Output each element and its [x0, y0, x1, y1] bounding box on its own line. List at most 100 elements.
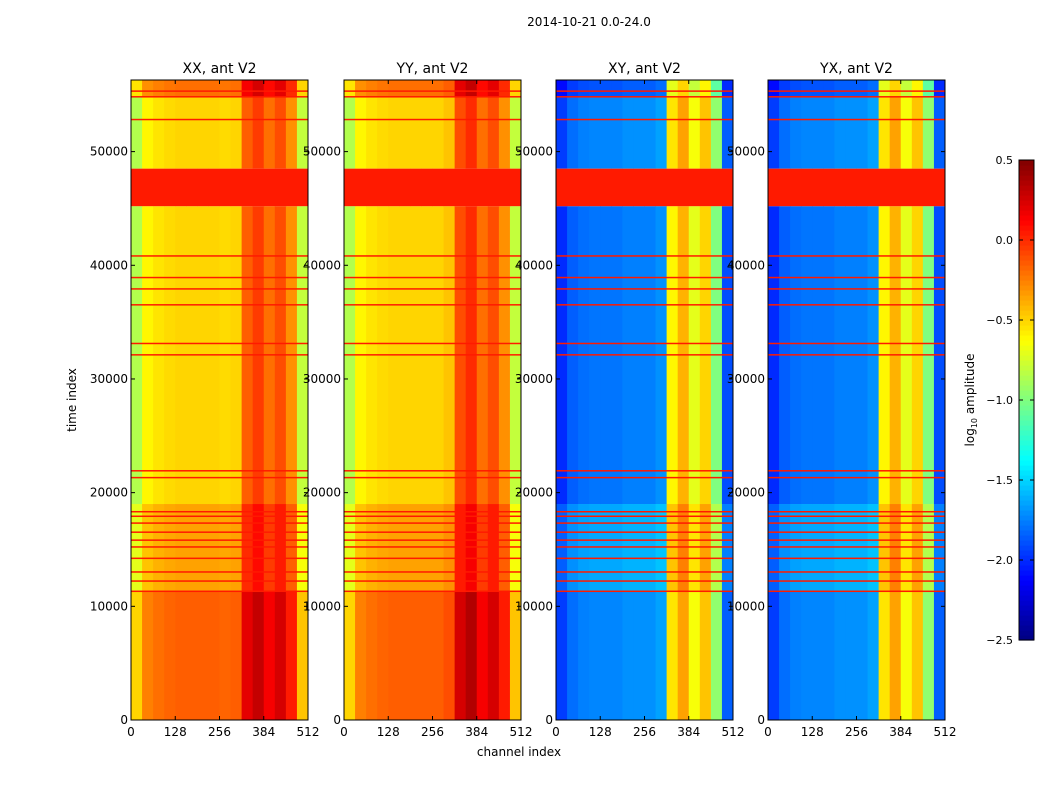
heatmap-cell: [344, 591, 356, 720]
y-tick-label: 30000: [727, 372, 765, 386]
colorbar-segment: [1019, 305, 1034, 311]
flagged-line: [768, 118, 945, 121]
colorbar-segment: [1019, 515, 1034, 521]
heatmap-cell: [856, 504, 869, 592]
flagged-line: [131, 288, 308, 290]
heatmap-cell: [208, 97, 220, 169]
flagged-line: [768, 531, 945, 533]
y-tick-label: 40000: [727, 258, 765, 272]
heatmap-cell: [688, 80, 701, 98]
flagged-line: [768, 557, 945, 560]
colorbar-segment: [1019, 250, 1034, 256]
heatmap-cell: [867, 97, 880, 169]
colorbar-segment: [1019, 220, 1034, 226]
heatmap-cell: [366, 591, 378, 720]
heatmap-cell: [498, 504, 511, 592]
heatmap-cell: [498, 591, 511, 720]
x-tick-label: 384: [677, 725, 700, 739]
colorbar-segment: [1019, 345, 1034, 351]
heatmap-cell: [175, 97, 187, 169]
y-tick-label: 0: [545, 713, 553, 727]
colorbar-segment: [1019, 510, 1034, 516]
flagged-line: [131, 546, 308, 548]
heatmap-cell: [644, 80, 657, 98]
heatmap-cell: [688, 97, 701, 169]
flagged-line: [556, 510, 733, 513]
flagged-line: [131, 118, 308, 121]
colorbar-segment: [1019, 310, 1034, 316]
flagged-line: [768, 580, 945, 582]
flagged-line: [131, 96, 308, 98]
flagged-line: [556, 96, 733, 98]
heatmap-cell: [410, 504, 422, 592]
heatmap-cell: [263, 97, 276, 169]
flagged-line: [556, 354, 733, 356]
flagged-line: [768, 571, 945, 573]
colorbar-segment: [1019, 530, 1034, 536]
heatmap-cell: [721, 591, 734, 720]
heatmap-cell: [454, 504, 467, 592]
colorbar-segment: [1019, 475, 1034, 481]
heatmap-cell: [274, 591, 287, 720]
colorbar-segment: [1019, 470, 1034, 476]
heatmap-cell: [219, 591, 232, 720]
colorbar-segment: [1019, 215, 1034, 221]
heatmap-cell: [263, 504, 276, 592]
colorbar-segment: [1019, 330, 1034, 336]
heatmap-cell: [710, 80, 723, 98]
heatmap-cell: [889, 97, 902, 169]
flagged-line: [344, 288, 521, 290]
heatmap-cell: [344, 504, 356, 592]
heatmap-cell: [578, 504, 590, 592]
heatmap-cell: [230, 504, 243, 592]
heatmap-cell: [655, 97, 668, 169]
panel-yx: YX, ant V2 0 128 256 384 512 0 10000 20000 30000 4…: [727, 61, 957, 739]
colorbar-segment: [1019, 265, 1034, 271]
heatmap-cell: [633, 591, 645, 720]
colorbar-segment: [1019, 605, 1034, 611]
heatmap-cell: [834, 97, 846, 169]
colorbar-segment: [1019, 200, 1034, 206]
flagged-line: [556, 470, 733, 472]
flagged-line: [344, 342, 521, 345]
flagged-line: [556, 304, 733, 306]
flagged-line: [344, 510, 521, 513]
heatmap-cell: [823, 97, 835, 169]
heatmap-cell: [388, 591, 400, 720]
colorbar-tick-label: −0.5: [986, 314, 1013, 327]
flagged-line: [556, 546, 733, 548]
heatmap-cell: [366, 504, 378, 592]
heatmap-cell: [476, 504, 489, 592]
heatmap-cell: [900, 504, 913, 592]
flagged-line: [131, 304, 308, 306]
heatmap-cell: [421, 591, 433, 720]
colorbar-label-sub: 10: [970, 418, 979, 428]
heatmap-cell: [567, 80, 579, 98]
heatmap-cell: [252, 591, 265, 720]
y-tick-label: 30000: [515, 372, 553, 386]
heatmap-cell: [208, 591, 220, 720]
heatmap-cell: [131, 504, 143, 592]
heatmap-cell: [285, 591, 298, 720]
colorbar-segment: [1019, 445, 1034, 451]
y-axis-label: time index: [65, 368, 79, 432]
heatmap-cell: [779, 97, 791, 169]
heatmap-cell: [230, 97, 243, 169]
heatmap-cell: [889, 504, 902, 592]
flagged-line: [556, 557, 733, 560]
colorbar-segment: [1019, 210, 1034, 216]
heatmap-cell: [164, 591, 176, 720]
heatmap-cell: [611, 97, 623, 169]
panel-xx: XX, ant V2 0 128 256 384 512 0 10000 20000 30000 4…: [90, 61, 320, 739]
flagged-line: [768, 255, 945, 257]
heatmap-cell: [790, 591, 802, 720]
heatmap-cell: [186, 591, 198, 720]
colorbar-segment: [1019, 290, 1034, 296]
heatmap-cell: [911, 591, 924, 720]
y-tick-label: 50000: [515, 145, 553, 159]
heatmap-cell: [410, 97, 422, 169]
flagged-line: [556, 515, 733, 518]
heatmap-cell: [911, 80, 924, 98]
colorbar-segment: [1019, 395, 1034, 401]
colorbar-segment: [1019, 580, 1034, 586]
